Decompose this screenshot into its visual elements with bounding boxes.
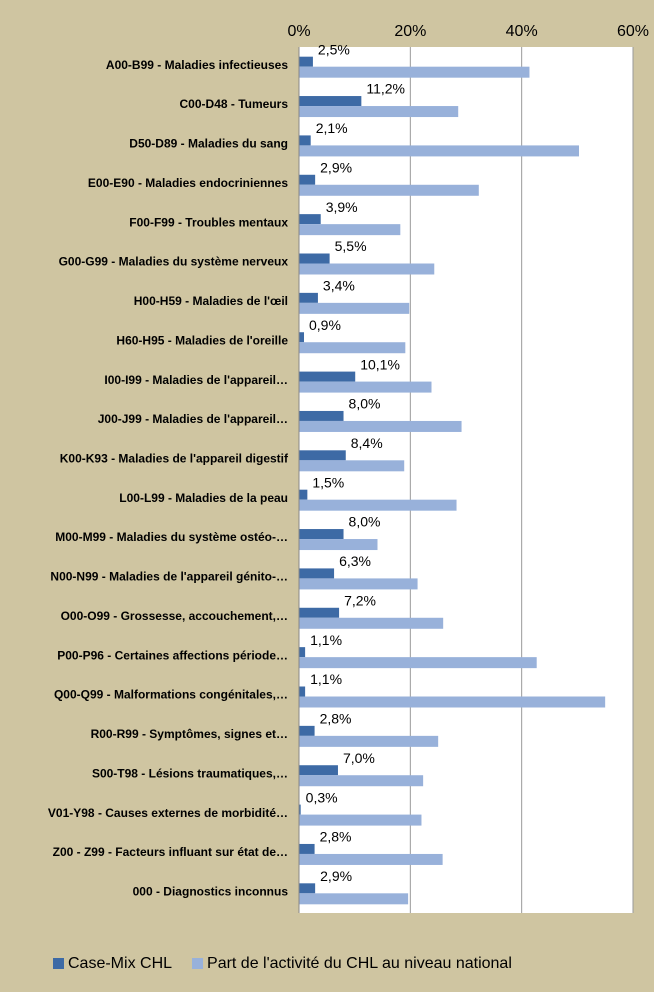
y-tick-label: J00-J99 - Maladies de l'appareil… [98,412,288,426]
data-label: 2,8% [320,711,352,727]
bar [299,843,315,854]
data-label: 7,0% [343,750,375,766]
x-tick-label: 60% [617,23,649,40]
data-label: 0,9% [309,317,341,333]
bar [299,342,406,354]
bar [299,617,444,629]
bar [299,174,316,185]
bar [299,804,301,815]
y-tick-label: Q00-Q99 - Malformations congénitales,… [54,688,288,702]
data-label: 8,0% [349,514,381,530]
y-tick-label: V01-Y98 - Causes externes de morbidité… [48,806,288,820]
x-tick-label: 20% [394,23,426,40]
bar [299,302,410,314]
bar [299,647,306,658]
data-label: 10,1% [360,356,400,372]
bar [299,765,338,776]
y-tick-label: E00-E90 - Maladies endocriniennes [88,176,288,190]
data-label: 6,3% [339,553,371,569]
y-tick-label: O00-O99 - Grossesse, accouchement,… [61,609,288,623]
data-label: 1,1% [310,632,342,648]
data-label: 2,9% [320,159,352,175]
bar [299,263,435,275]
y-tick-label: R00-R99 - Symptômes, signes et… [91,727,288,741]
data-label: 2,5% [318,41,350,57]
bar [299,145,580,157]
x-tick-label: 40% [506,23,538,40]
data-label: 2,9% [320,868,352,884]
bar [299,106,459,118]
data-label: 3,9% [326,199,358,215]
bar [299,224,401,236]
bar [299,410,344,421]
bar [299,578,418,590]
bar [299,381,432,393]
bar [299,96,362,107]
bar [299,696,606,708]
bar [299,657,537,669]
bar [299,56,313,67]
y-tick-label: M00-M99 - Maladies du système ostéo-… [55,530,288,544]
y-tick-label: H60-H95 - Maladies de l'oreille [116,333,288,347]
bar [299,184,479,196]
y-tick-label: 000 - Diagnostics inconnus [133,884,289,898]
bar [299,450,346,461]
data-label: 7,2% [344,592,376,608]
data-label: 3,4% [323,278,355,294]
bar [299,814,422,826]
bar [299,853,443,865]
bar [299,66,530,78]
bar [299,686,306,697]
y-tick-label: I00-I99 - Maladies de l'appareil… [104,373,288,387]
data-label: 2,1% [316,120,348,136]
bar [299,725,315,736]
data-label: 8,4% [351,435,383,451]
bar [299,568,335,579]
bar [299,883,316,894]
data-label: 11,2% [366,81,405,97]
data-label: 1,5% [312,474,344,490]
data-label: 8,0% [349,396,381,412]
bar [299,214,321,225]
legend-label: Case-Mix CHL [68,955,172,972]
y-tick-label: G00-G99 - Maladies du système nerveux [59,255,289,269]
legend-label: Part de l'activité du CHL au niveau nati… [207,955,512,972]
data-label: 5,5% [335,238,367,254]
y-tick-label: S00-T98 - Lésions traumatiques,… [92,766,288,780]
y-tick-label: D50-D89 - Maladies du sang [129,137,288,151]
bar [299,135,311,146]
y-tick-label: P00-P96 - Certaines affections période… [57,648,288,662]
bar [299,499,457,511]
bar [299,460,405,472]
y-tick-label: H00-H59 - Maladies de l'œil [134,294,288,308]
bar [299,253,330,264]
bar [299,539,378,551]
y-tick-label: C00-D48 - Tumeurs [180,97,289,111]
bar [299,332,305,343]
bar [299,292,318,303]
legend-swatch [192,958,204,969]
bar [299,420,462,432]
bar [299,735,439,747]
data-label: 1,1% [310,671,342,687]
y-tick-label: L00-L99 - Maladies de la peau [119,491,288,505]
bar [299,529,344,540]
y-tick-label: K00-K93 - Maladies de l'appareil digesti… [60,451,289,465]
y-tick-label: A00-B99 - Maladies infectieuses [106,58,288,72]
bar [299,489,308,500]
bar [299,371,356,382]
legend-swatch [53,958,64,969]
bar [299,775,424,787]
y-tick-label: N00-N99 - Maladies de l'appareil génito-… [50,570,288,584]
data-label: 2,8% [320,829,352,845]
bar [299,607,340,618]
bar [299,893,409,905]
data-label: 0,3% [306,789,338,805]
x-tick-label: 0% [287,23,310,40]
y-tick-label: F00-F99 - Troubles mentaux [129,215,288,229]
y-tick-label: Z00 - Z99 - Facteurs influant sur état d… [53,845,288,859]
